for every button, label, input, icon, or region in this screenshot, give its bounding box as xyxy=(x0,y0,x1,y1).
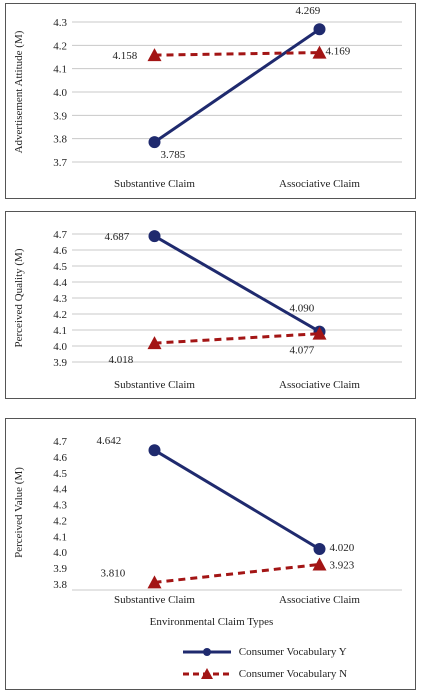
y-tick-label: 4.5 xyxy=(53,261,67,273)
y-tick-label: 4.7 xyxy=(53,436,67,448)
legend-item-vocabulary-n: Consumer Vocabulary N xyxy=(182,667,347,681)
data-label: 4.642 xyxy=(97,435,122,447)
data-label: 3.785 xyxy=(161,149,186,161)
y-tick-label: 4.2 xyxy=(53,309,67,321)
series-line-vocabulary-n xyxy=(154,51,320,57)
series-line-vocabulary-y xyxy=(153,448,321,551)
y-tick-label: 4.1 xyxy=(53,531,67,543)
x-tick-label: Substantive Claim xyxy=(114,594,195,606)
y-tick-label: 3.7 xyxy=(53,157,67,169)
legend-label-n: Consumer Vocabulary N xyxy=(238,667,348,680)
chart-panel-perceived-value: 4.7 4.6 4.5 4.4 4.3 4.2 4.1 4.0 3.9 3.8 Perceived … xyxy=(5,418,416,690)
chart-perceived-value: 4.7 4.6 4.5 4.4 4.3 4.2 4.1 4.0 3.9 3.8 Perceived … xyxy=(13,435,402,606)
data-label: 4.077 xyxy=(290,345,315,357)
y-tick-label: 4.0 xyxy=(53,87,67,99)
y-tick-label: 3.8 xyxy=(53,579,67,591)
data-point-triangle xyxy=(312,326,327,340)
data-label: 4.158 xyxy=(113,50,138,62)
y-axis-label: Perceived Quality (M) xyxy=(13,248,25,347)
y-tick-label: 4.1 xyxy=(53,64,67,76)
y-tick-label: 4.6 xyxy=(53,245,67,257)
data-label: 4.090 xyxy=(290,303,315,315)
y-tick-label: 4.6 xyxy=(53,452,67,464)
legend-marker-n xyxy=(201,668,213,679)
x-tick-label: Substantive Claim xyxy=(114,178,195,190)
y-tick-label: 4.3 xyxy=(53,17,67,29)
data-point-triangle xyxy=(312,557,327,571)
series-line-vocabulary-y xyxy=(153,234,321,333)
y-tick-label: 4.7 xyxy=(53,229,67,241)
y-tick-label: 4.0 xyxy=(53,341,67,353)
y-tick-label: 4.2 xyxy=(53,515,67,527)
y-tick-label: 3.9 xyxy=(53,110,67,122)
x-tick-label: Substantive Claim xyxy=(114,379,195,391)
data-point-circle xyxy=(148,444,161,457)
data-point-triangle xyxy=(147,336,162,350)
y-tick-label: 4.0 xyxy=(53,547,67,559)
y-tick-label: 4.2 xyxy=(53,40,67,52)
legend-swatch-n xyxy=(183,668,231,679)
data-label: 3.810 xyxy=(101,567,126,579)
y-tick-label: 4.4 xyxy=(53,484,67,496)
legend-label-y: Consumer Vocabulary Y xyxy=(238,645,347,658)
data-label: 4.169 xyxy=(326,46,351,58)
y-axis-label: Advertisement Attitude (M) xyxy=(13,30,25,153)
series-line-vocabulary-n xyxy=(154,562,320,584)
legend-marker-y xyxy=(203,648,211,656)
x-tick-label: Associative Claim xyxy=(279,594,360,606)
x-tick-label: Associative Claim xyxy=(279,379,360,391)
y-tick-label: 4.5 xyxy=(53,468,67,480)
chart-advertisement-attitude: 4.3 4.2 4.1 4.0 3.9 3.8 3.7 Advertisement Attit… xyxy=(13,5,402,190)
data-point-circle xyxy=(148,136,161,149)
x-axis-title: Environmental Claim Types xyxy=(149,616,274,628)
data-point-triangle xyxy=(147,48,162,62)
chart-panel-perceived-quality: 4.7 4.6 4.5 4.4 4.3 4.2 4.1 4.0 3.9 Perceived Qua… xyxy=(5,211,416,399)
data-point-triangle xyxy=(147,575,162,589)
data-label: 4.018 xyxy=(109,354,134,366)
data-label: 4.269 xyxy=(296,5,321,17)
legend-swatch-y xyxy=(183,648,231,656)
x-tick-label: Associative Claim xyxy=(279,178,360,190)
legend-item-vocabulary-y: Consumer Vocabulary Y xyxy=(182,645,347,659)
series-line-vocabulary-y xyxy=(153,27,321,144)
y-tick-label: 4.4 xyxy=(53,277,67,289)
y-tick-label: 4.3 xyxy=(53,293,67,305)
data-point-circle xyxy=(313,543,326,556)
data-point-circle xyxy=(313,23,326,36)
y-axis-label: Perceived Value (M) xyxy=(13,467,25,558)
y-tick-label: 4.3 xyxy=(53,500,67,512)
y-tick-label: 3.9 xyxy=(53,357,67,369)
data-label: 4.687 xyxy=(105,231,130,243)
data-point-triangle xyxy=(312,45,327,59)
series-line-vocabulary-n xyxy=(154,332,320,345)
y-tick-label: 4.1 xyxy=(53,325,67,337)
data-label: 3.923 xyxy=(330,559,355,571)
data-label: 4.020 xyxy=(330,542,355,554)
y-tick-label: 3.9 xyxy=(53,563,67,575)
y-tick-label: 3.8 xyxy=(53,134,67,146)
chart-perceived-quality: 4.7 4.6 4.5 4.4 4.3 4.2 4.1 4.0 3.9 Perceived Qua… xyxy=(13,229,402,391)
data-point-circle xyxy=(148,230,161,243)
chart-panel-advertisement-attitude: 4.3 4.2 4.1 4.0 3.9 3.8 3.7 Advertisement Attit… xyxy=(5,3,416,199)
